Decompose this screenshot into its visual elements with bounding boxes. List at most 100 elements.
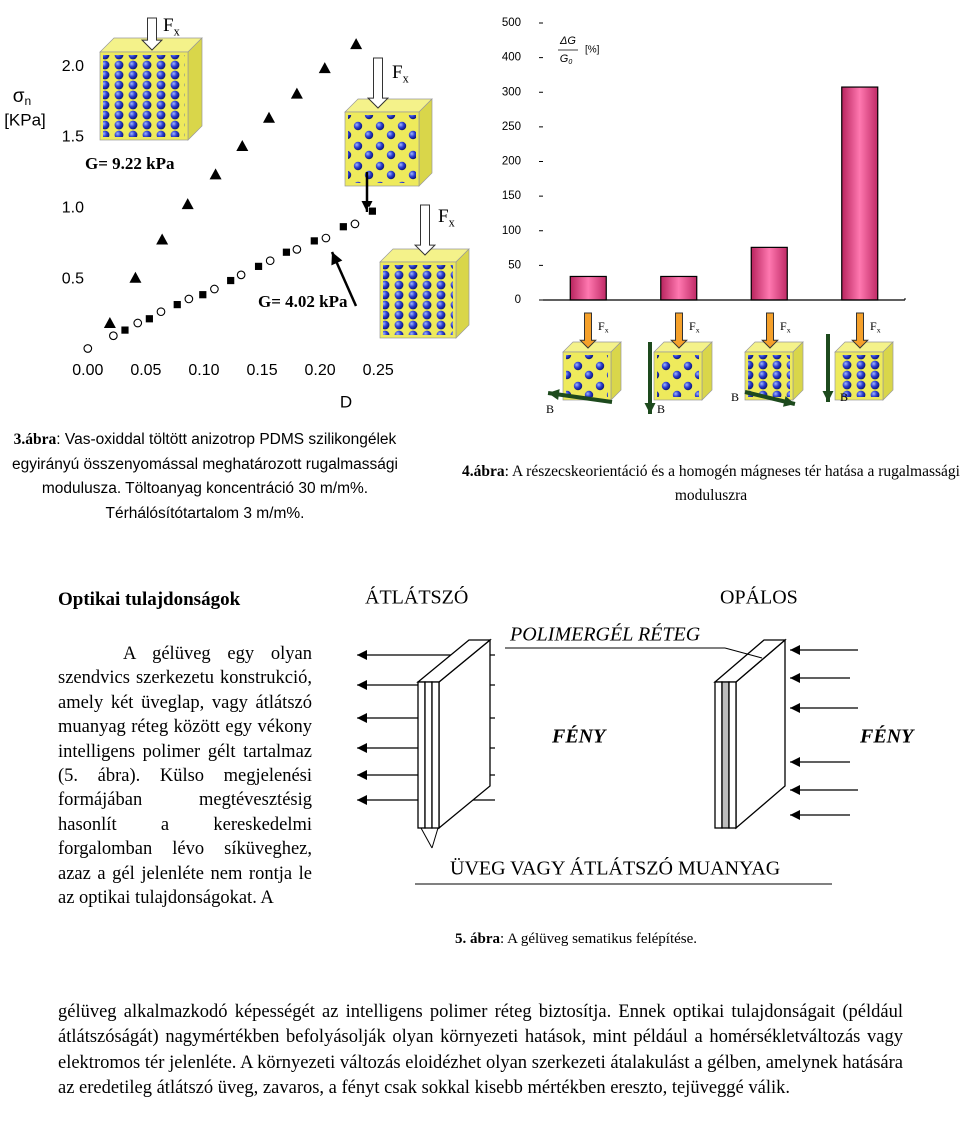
figure-caption: 4.ábra: A részecskeorientáció és a homog…	[462, 460, 960, 508]
caption-label: 3.ábra	[13, 431, 57, 448]
y-tick-label: 400	[502, 52, 521, 64]
force-arrow	[670, 312, 688, 349]
arrow-head	[357, 770, 367, 780]
force-arrow	[366, 57, 390, 109]
point	[282, 247, 291, 257]
force-subscript: x	[787, 325, 791, 334]
point	[133, 318, 143, 328]
cube-particles	[566, 355, 608, 397]
force-symbol: F	[598, 319, 605, 333]
force-symbol: F	[163, 15, 174, 36]
x-tick-label: 0.05	[130, 362, 161, 379]
arrow-head	[790, 673, 800, 683]
point	[350, 219, 360, 229]
diagram-label: ÁTLÁTSZÓ	[365, 585, 468, 609]
caption-text: : A részecskeorientáció és a homogén mág…	[504, 463, 960, 504]
point	[156, 233, 169, 245]
pane-layer	[728, 681, 737, 829]
force-label: Fx	[392, 62, 410, 85]
caption-label: 5. ábra	[455, 931, 500, 947]
arrow-head	[790, 703, 800, 713]
x-tick-label: 0.25	[363, 362, 394, 379]
arrow-head	[822, 391, 834, 402]
y-axis-symbol: σ	[13, 86, 25, 107]
arrow-head	[357, 713, 367, 723]
force-label: Fx	[598, 319, 609, 335]
y-tick-label: 100	[502, 225, 521, 237]
pane-layer	[714, 681, 723, 829]
force-arrow	[761, 312, 779, 349]
arrow-head	[783, 396, 795, 407]
y-tick-label: 0.5	[62, 270, 84, 287]
paragraph: gélüveg alkalmazkodó képességét az intel…	[58, 1002, 903, 1098]
bar	[569, 275, 607, 301]
x-tick-label: 0.20	[305, 362, 336, 379]
cube-side	[792, 341, 804, 401]
pane-layer	[424, 681, 433, 829]
paragraph: A gélüveg egy olyan szendvics szerkezetu…	[58, 644, 312, 909]
field-label: B	[840, 390, 848, 404]
force-subscript: x	[403, 72, 410, 86]
cube-side	[882, 341, 894, 401]
point	[184, 294, 194, 304]
x-tick-label: 0.00	[72, 362, 103, 379]
arrow-head	[361, 201, 373, 212]
y-axis-subscript: 0	[568, 59, 572, 66]
arrow-head	[548, 389, 560, 400]
point	[265, 256, 275, 266]
cube-particles	[748, 355, 790, 397]
point	[209, 168, 222, 180]
arrow-head	[357, 795, 367, 805]
arrow-head	[644, 403, 656, 414]
pointer	[724, 647, 763, 659]
pane-layer	[431, 681, 440, 829]
point	[318, 62, 331, 74]
point	[338, 222, 348, 232]
force-symbol: F	[780, 319, 787, 333]
y-axis-unit: [%]	[585, 45, 600, 56]
force-arrow	[140, 17, 164, 51]
diagram-label: OPÁLOS	[720, 586, 798, 609]
point	[120, 325, 130, 335]
y-axis-label: G0	[560, 53, 573, 66]
y-axis-subscript: n	[25, 94, 32, 108]
caption-text: : A gélüveg sematikus felépítése.	[500, 931, 698, 947]
arrow-head	[357, 743, 367, 753]
y-axis-unit: [KPa]	[4, 110, 46, 129]
point	[350, 38, 363, 50]
point	[198, 290, 208, 300]
point	[226, 276, 236, 285]
diagram-label: FÉNY	[551, 725, 607, 748]
y-tick-label: 1.0	[62, 200, 84, 217]
y-tick-label: 50	[508, 259, 521, 271]
figure-caption: 3.ábra: Vas-oxiddal töltött anizotrop PD…	[5, 428, 405, 526]
field-label: B	[731, 390, 739, 404]
force-subscript: x	[877, 325, 881, 334]
bar	[750, 246, 788, 301]
x-tick-label: 0.15	[246, 362, 277, 379]
annotation: G= 4.02 kPa	[258, 292, 348, 311]
cube-particles	[838, 355, 880, 397]
arrow-head	[790, 810, 800, 820]
annotation: G= 9.22 kPa	[85, 154, 175, 173]
force-subscript: x	[174, 25, 181, 39]
y-tick-label: 0	[515, 294, 521, 306]
cube-side	[418, 98, 433, 187]
point	[290, 87, 303, 99]
point	[210, 284, 219, 294]
cube-side	[610, 341, 622, 401]
point	[236, 270, 246, 280]
y-axis-denominator: G	[560, 53, 569, 65]
y-tick-label: 250	[502, 121, 521, 133]
arrow-head	[331, 252, 343, 266]
y-tick-label: 200	[502, 156, 521, 168]
force-subscript: x	[696, 325, 700, 334]
field-label: B	[546, 402, 554, 416]
point	[156, 307, 166, 317]
diagram-label: FÉNY	[859, 725, 915, 748]
force-arrow	[413, 204, 437, 256]
force-symbol: F	[870, 319, 877, 333]
y-axis-label: ΔG	[559, 35, 576, 47]
x-tick-label: 0.10	[188, 362, 219, 379]
